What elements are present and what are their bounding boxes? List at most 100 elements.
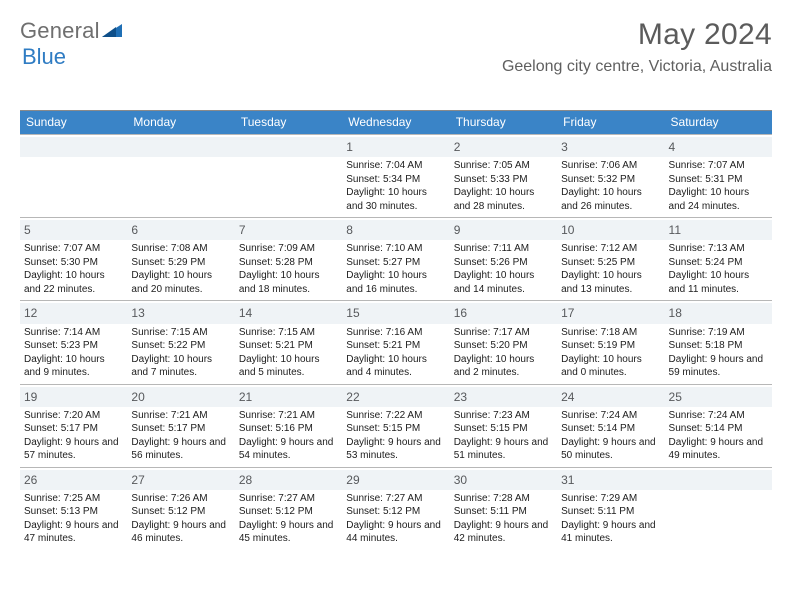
day-number: 31: [557, 470, 664, 490]
day-cell: 1Sunrise: 7:04 AMSunset: 5:34 PMDaylight…: [342, 135, 449, 217]
day-number: 14: [235, 303, 342, 323]
sunrise-text: Sunrise: 7:11 AM: [454, 242, 553, 256]
sunrise-text: Sunrise: 7:08 AM: [131, 242, 230, 256]
day-cell: 16Sunrise: 7:17 AMSunset: 5:20 PMDayligh…: [450, 301, 557, 383]
day-cell: 11Sunrise: 7:13 AMSunset: 5:24 PMDayligh…: [665, 218, 772, 300]
sunrise-text: Sunrise: 7:05 AM: [454, 159, 553, 173]
sunset-text: Sunset: 5:34 PM: [346, 173, 445, 187]
brand-word2: Blue: [22, 44, 66, 70]
brand-triangle-icon: [102, 18, 124, 44]
sunrise-text: Sunrise: 7:23 AM: [454, 409, 553, 423]
sunset-text: Sunset: 5:13 PM: [24, 505, 123, 519]
day-number: 23: [450, 387, 557, 407]
sunset-text: Sunset: 5:12 PM: [346, 505, 445, 519]
daylight-text: Daylight: 10 hours and 24 minutes.: [669, 186, 768, 213]
day-number-empty: [127, 137, 234, 157]
weeks-container: 1Sunrise: 7:04 AMSunset: 5:34 PMDaylight…: [20, 134, 772, 550]
sunrise-text: Sunrise: 7:16 AM: [346, 326, 445, 340]
day-number: 11: [665, 220, 772, 240]
day-number: 6: [127, 220, 234, 240]
day-cell: [665, 468, 772, 550]
day-cell: 29Sunrise: 7:27 AMSunset: 5:12 PMDayligh…: [342, 468, 449, 550]
day-number: 8: [342, 220, 449, 240]
day-number: 5: [20, 220, 127, 240]
sunset-text: Sunset: 5:23 PM: [24, 339, 123, 353]
day-cell: 6 Sunrise: 7:08 AMSunset: 5:29 PMDaylight…: [127, 218, 234, 300]
weekday-header: Thursday: [450, 111, 557, 134]
sunrise-text: Sunrise: 7:28 AM: [454, 492, 553, 506]
day-cell: 8Sunrise: 7:10 AMSunset: 5:27 PMDaylight…: [342, 218, 449, 300]
daylight-text: Daylight: 10 hours and 2 minutes.: [454, 353, 553, 380]
sunset-text: Sunset: 5:29 PM: [131, 256, 230, 270]
day-number: 2: [450, 137, 557, 157]
day-cell: 5Sunrise: 7:07 AMSunset: 5:30 PMDaylight…: [20, 218, 127, 300]
calendar-week: 5Sunrise: 7:07 AMSunset: 5:30 PMDaylight…: [20, 217, 772, 300]
daylight-text: Daylight: 10 hours and 20 minutes.: [131, 269, 230, 296]
sunset-text: Sunset: 5:15 PM: [346, 422, 445, 436]
day-cell: 25Sunrise: 7:24 AMSunset: 5:14 PMDayligh…: [665, 385, 772, 467]
day-cell: [20, 135, 127, 217]
day-number: 28: [235, 470, 342, 490]
sunset-text: Sunset: 5:14 PM: [561, 422, 660, 436]
daylight-text: Daylight: 9 hours and 56 minutes.: [131, 436, 230, 463]
calendar-week: 1Sunrise: 7:04 AMSunset: 5:34 PMDaylight…: [20, 134, 772, 217]
day-number: 16: [450, 303, 557, 323]
sunset-text: Sunset: 5:25 PM: [561, 256, 660, 270]
day-cell: 19Sunrise: 7:20 AMSunset: 5:17 PMDayligh…: [20, 385, 127, 467]
daylight-text: Daylight: 10 hours and 28 minutes.: [454, 186, 553, 213]
day-cell: 22Sunrise: 7:22 AMSunset: 5:15 PMDayligh…: [342, 385, 449, 467]
daylight-text: Daylight: 9 hours and 59 minutes.: [669, 353, 768, 380]
calendar: Sunday Monday Tuesday Wednesday Thursday…: [20, 110, 772, 550]
sunset-text: Sunset: 5:12 PM: [131, 505, 230, 519]
daylight-text: Daylight: 10 hours and 11 minutes.: [669, 269, 768, 296]
day-number: 19: [20, 387, 127, 407]
day-number-empty: [20, 137, 127, 157]
sunrise-text: Sunrise: 7:25 AM: [24, 492, 123, 506]
day-cell: 18Sunrise: 7:19 AMSunset: 5:18 PMDayligh…: [665, 301, 772, 383]
sunrise-text: Sunrise: 7:15 AM: [239, 326, 338, 340]
day-number: 3: [557, 137, 664, 157]
daylight-text: Daylight: 10 hours and 13 minutes.: [561, 269, 660, 296]
daylight-text: Daylight: 10 hours and 9 minutes.: [24, 353, 123, 380]
daylight-text: Daylight: 9 hours and 50 minutes.: [561, 436, 660, 463]
day-cell: 12Sunrise: 7:14 AMSunset: 5:23 PMDayligh…: [20, 301, 127, 383]
day-number: 1: [342, 137, 449, 157]
day-cell: 28Sunrise: 7:27 AMSunset: 5:12 PMDayligh…: [235, 468, 342, 550]
sunset-text: Sunset: 5:21 PM: [346, 339, 445, 353]
daylight-text: Daylight: 9 hours and 44 minutes.: [346, 519, 445, 546]
page: General May 2024 Geelong city centre, Vi…: [0, 0, 792, 560]
sunrise-text: Sunrise: 7:13 AM: [669, 242, 768, 256]
daylight-text: Daylight: 9 hours and 54 minutes.: [239, 436, 338, 463]
sunset-text: Sunset: 5:31 PM: [669, 173, 768, 187]
daylight-text: Daylight: 9 hours and 41 minutes.: [561, 519, 660, 546]
sunrise-text: Sunrise: 7:24 AM: [669, 409, 768, 423]
brand-word1: General: [20, 18, 100, 44]
sunrise-text: Sunrise: 7:07 AM: [24, 242, 123, 256]
day-cell: 10Sunrise: 7:12 AMSunset: 5:25 PMDayligh…: [557, 218, 664, 300]
sunset-text: Sunset: 5:15 PM: [454, 422, 553, 436]
daylight-text: Daylight: 9 hours and 49 minutes.: [669, 436, 768, 463]
daylight-text: Daylight: 9 hours and 42 minutes.: [454, 519, 553, 546]
weekday-header: Sunday: [20, 111, 127, 134]
daylight-text: Daylight: 10 hours and 4 minutes.: [346, 353, 445, 380]
sunset-text: Sunset: 5:18 PM: [669, 339, 768, 353]
daylight-text: Daylight: 10 hours and 26 minutes.: [561, 186, 660, 213]
day-cell: 27Sunrise: 7:26 AMSunset: 5:12 PMDayligh…: [127, 468, 234, 550]
daylight-text: Daylight: 10 hours and 16 minutes.: [346, 269, 445, 296]
sunset-text: Sunset: 5:11 PM: [454, 505, 553, 519]
daylight-text: Daylight: 10 hours and 0 minutes.: [561, 353, 660, 380]
day-number: 9: [450, 220, 557, 240]
day-number: 18: [665, 303, 772, 323]
day-number: 30: [450, 470, 557, 490]
sunrise-text: Sunrise: 7:21 AM: [239, 409, 338, 423]
daylight-text: Daylight: 10 hours and 5 minutes.: [239, 353, 338, 380]
day-number: 10: [557, 220, 664, 240]
calendar-week: 12Sunrise: 7:14 AMSunset: 5:23 PMDayligh…: [20, 300, 772, 383]
day-cell: 21Sunrise: 7:21 AMSunset: 5:16 PMDayligh…: [235, 385, 342, 467]
day-number: 26: [20, 470, 127, 490]
sunset-text: Sunset: 5:19 PM: [561, 339, 660, 353]
day-cell: 15 Sunrise: 7:16 AMSunset: 5:21 PMDayligh…: [342, 301, 449, 383]
day-number: 15: [342, 303, 449, 323]
page-title: May 2024: [502, 18, 772, 52]
day-cell: [127, 135, 234, 217]
